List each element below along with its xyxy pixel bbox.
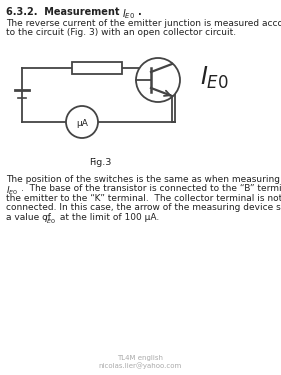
Text: The position of the switches is the same as when measuring: The position of the switches is the same… bbox=[6, 175, 280, 184]
Text: connected. In this case, the arrow of the measuring device shows: connected. In this case, the arrow of th… bbox=[6, 204, 281, 213]
Text: The reverse current of the emitter junction is measured according: The reverse current of the emitter junct… bbox=[6, 19, 281, 28]
Text: Fig.3: Fig.3 bbox=[89, 158, 111, 167]
Text: $I_{E0}$: $I_{E0}$ bbox=[6, 184, 18, 197]
Circle shape bbox=[136, 58, 180, 102]
Text: nicolas.lier@yahoo.com: nicolas.lier@yahoo.com bbox=[98, 362, 182, 369]
Text: μA: μA bbox=[76, 118, 88, 128]
Text: to the circuit (Fig. 3) with an open collector circuit.: to the circuit (Fig. 3) with an open col… bbox=[6, 28, 236, 37]
Text: $I_{E0}$: $I_{E0}$ bbox=[200, 65, 229, 91]
Text: $I_{E0}$: $I_{E0}$ bbox=[122, 7, 135, 21]
Bar bbox=[72, 62, 122, 74]
Text: .: . bbox=[138, 7, 142, 17]
Text: at the limit of 100 μA.: at the limit of 100 μA. bbox=[57, 213, 159, 222]
Text: a value of: a value of bbox=[6, 213, 54, 222]
Text: .  The base of the transistor is connected to the “B” terminal,: . The base of the transistor is connecte… bbox=[21, 184, 281, 194]
Circle shape bbox=[66, 106, 98, 138]
Text: the emitter to the “K” terminal.  The collector terminal is not: the emitter to the “K” terminal. The col… bbox=[6, 194, 281, 203]
Text: $I_{E0}$: $I_{E0}$ bbox=[44, 213, 56, 225]
Text: 6.3.2.  Measurement: 6.3.2. Measurement bbox=[6, 7, 123, 17]
Text: TL4M english: TL4M english bbox=[117, 355, 163, 361]
